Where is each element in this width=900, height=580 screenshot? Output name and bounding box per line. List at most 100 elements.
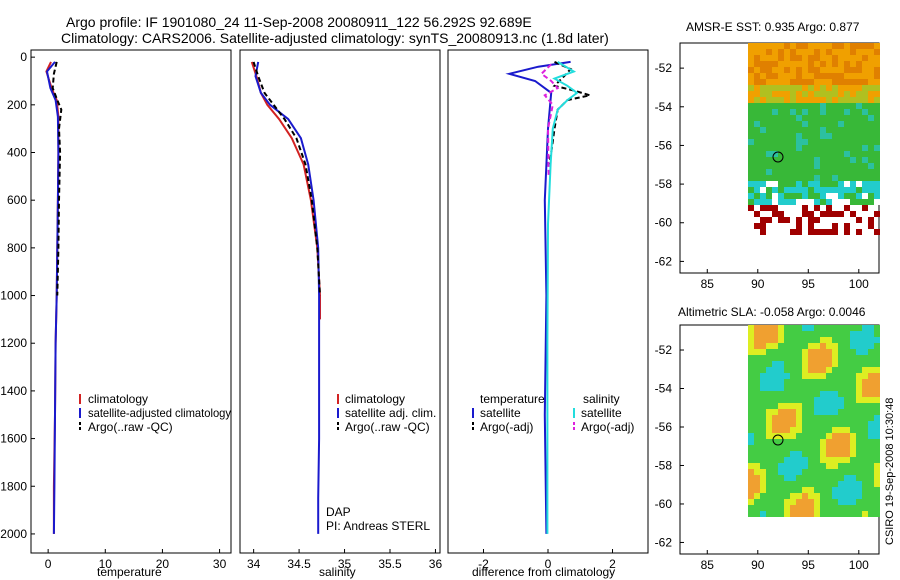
- sstField-cell: [790, 97, 796, 103]
- sstField-cell: [790, 181, 796, 187]
- slaField-cell: [862, 337, 868, 343]
- sstField-cell: [766, 187, 772, 193]
- slaField-cell: [850, 511, 856, 517]
- sstField-cell: [790, 79, 796, 85]
- slaField-cell: [850, 415, 856, 421]
- sstField-cell: [772, 121, 778, 127]
- sstField-cell: [862, 103, 868, 109]
- sstField-cell: [796, 139, 802, 145]
- slaField-cell: [850, 391, 856, 397]
- sstField-cell: [766, 109, 772, 115]
- sstField-cell: [802, 97, 808, 103]
- sstField-cell: [820, 103, 826, 109]
- slaField-cell: [802, 367, 808, 373]
- sstField-cell: [832, 187, 838, 193]
- slaField-cell: [748, 379, 754, 385]
- slaField-cell: [760, 445, 766, 451]
- sstField-cell: [784, 79, 790, 85]
- sstField-cell: [778, 97, 784, 103]
- sstField-cell: [808, 109, 814, 115]
- sstField-cell: [856, 133, 862, 139]
- slaField-cell: [850, 433, 856, 439]
- sstField-cell: [760, 127, 766, 133]
- slaField-cell: [844, 487, 850, 493]
- slaField-cell: [790, 331, 796, 337]
- sstField-cell: [826, 187, 832, 193]
- slaField-cell: [772, 469, 778, 475]
- sstField-cell: [832, 181, 838, 187]
- slaField-cell: [766, 433, 772, 439]
- sstField-cell: [868, 43, 874, 49]
- slaField-cell: [862, 445, 868, 451]
- sstField-cell: [862, 151, 868, 157]
- slaField-cell: [832, 487, 838, 493]
- sstField-cell: [850, 91, 856, 97]
- sstField-cell: [790, 145, 796, 151]
- slaField-cell: [778, 427, 784, 433]
- sstField-cell: [874, 229, 880, 235]
- slaField-cell: [844, 427, 850, 433]
- sstField-cell: [748, 121, 754, 127]
- sstField-cell: [832, 145, 838, 151]
- sstField-cell: [838, 181, 844, 187]
- sstField-cell: [868, 73, 874, 79]
- slaField-cell: [772, 331, 778, 337]
- sstField-cell: [790, 49, 796, 55]
- slaField-cell: [838, 499, 844, 505]
- slaField-cell: [868, 487, 874, 493]
- sstField-cell: [844, 55, 850, 61]
- sstField-cell: [820, 229, 826, 235]
- slaField-cell: [790, 337, 796, 343]
- slaField-cell: [874, 337, 880, 343]
- sstField-cell: [850, 157, 856, 163]
- sstField-cell: [748, 115, 754, 121]
- sstField-cell: [832, 133, 838, 139]
- slaField-cell: [832, 337, 838, 343]
- sstField-cell: [778, 73, 784, 79]
- sstField-cell: [748, 205, 754, 211]
- slaField-cell: [826, 427, 832, 433]
- sstField-cell: [790, 133, 796, 139]
- sstField-cell: [874, 139, 880, 145]
- sstField-cell: [856, 85, 862, 91]
- slaField-cell: [754, 475, 760, 481]
- slaField-cell: [844, 505, 850, 511]
- altimetric-sla-ytick-label: -52: [655, 343, 673, 357]
- sstField-cell: [850, 121, 856, 127]
- sstField-cell: [838, 79, 844, 85]
- slaField-cell: [826, 433, 832, 439]
- temperature-legend-satellite: satellite-adjusted climatology: [88, 406, 231, 420]
- slaField-cell: [790, 379, 796, 385]
- slaField-cell: [826, 343, 832, 349]
- sstField-cell: [820, 145, 826, 151]
- slaField-cell: [796, 343, 802, 349]
- sstField-cell: [844, 151, 850, 157]
- slaField-cell: [754, 337, 760, 343]
- slaField-cell: [856, 469, 862, 475]
- slaField-cell: [790, 463, 796, 469]
- slaField-cell: [838, 391, 844, 397]
- slaField-cell: [868, 505, 874, 511]
- slaField-cell: [754, 391, 760, 397]
- slaField-cell: [778, 391, 784, 397]
- slaField-cell: [784, 391, 790, 397]
- slaField-cell: [826, 511, 832, 517]
- sstField-cell: [838, 163, 844, 169]
- slaField-cell: [754, 373, 760, 379]
- slaField-cell: [856, 505, 862, 511]
- slaField-cell: [748, 331, 754, 337]
- slaField-cell: [802, 511, 808, 517]
- slaField-cell: [754, 445, 760, 451]
- sstField-cell: [796, 115, 802, 121]
- sstField-cell: [784, 139, 790, 145]
- slaField-cell: [850, 421, 856, 427]
- sstField-cell: [838, 61, 844, 67]
- sstField-cell: [748, 79, 754, 85]
- sstField-cell: [826, 127, 832, 133]
- difference-xlabel: difference from climatology: [472, 565, 615, 579]
- sstField-cell: [790, 103, 796, 109]
- sstField-cell: [856, 91, 862, 97]
- sstField-cell: [868, 85, 874, 91]
- slaField-cell: [784, 409, 790, 415]
- slaField-cell: [778, 373, 784, 379]
